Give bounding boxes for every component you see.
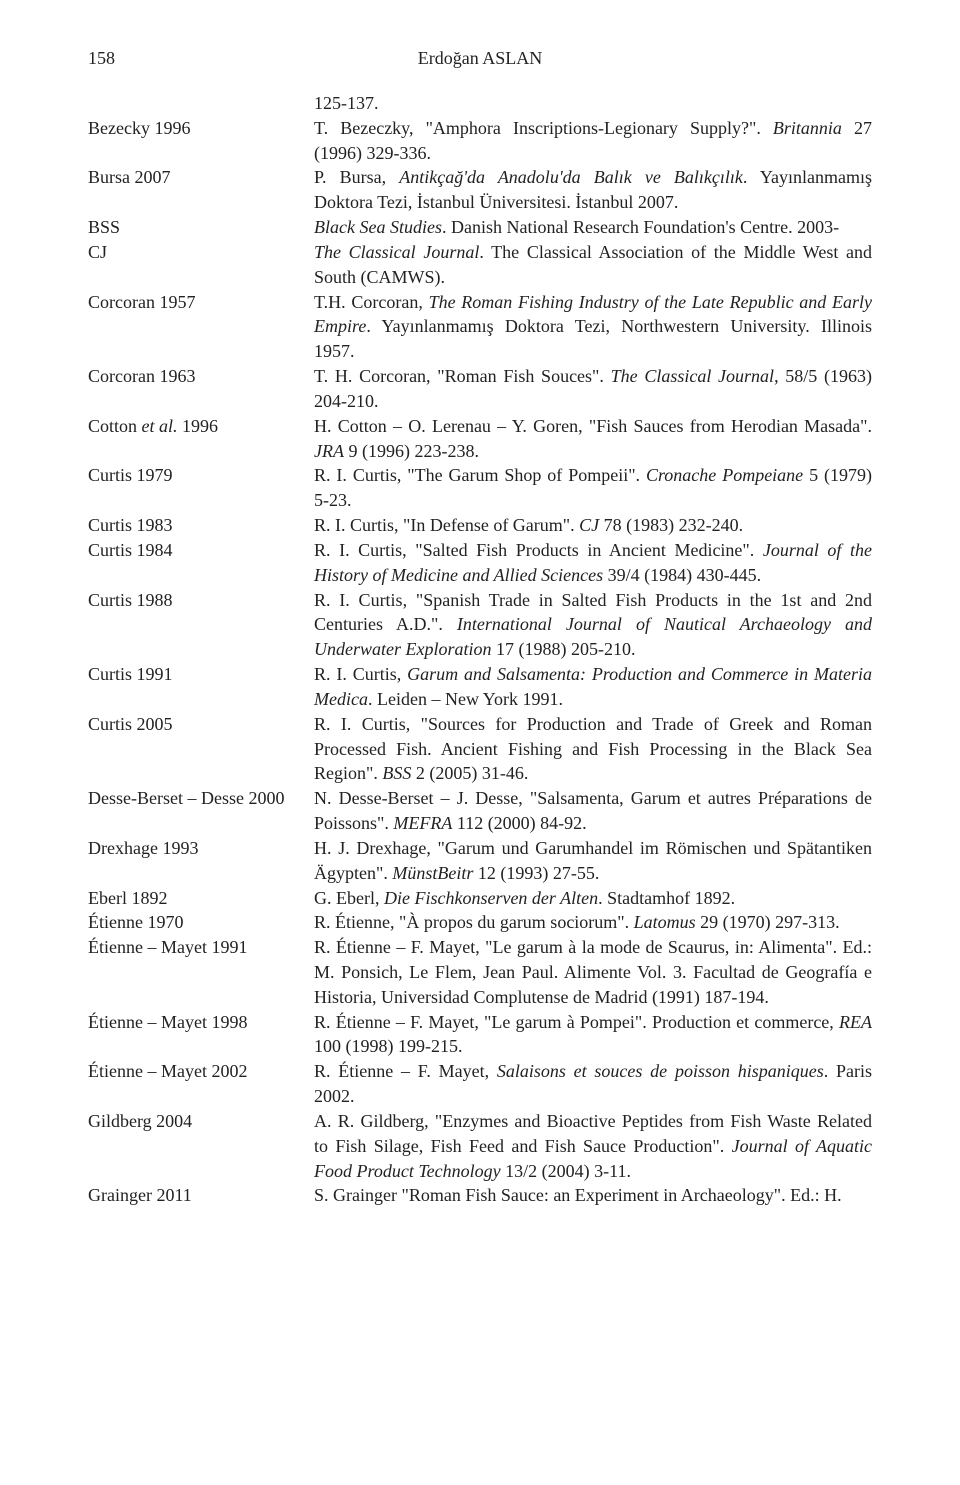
entry-key: Drexhage 1993 [88,836,314,861]
entry-desc: R. I. Curtis, "Salted Fish Products in A… [314,538,872,588]
entry-key: BSS [88,215,314,240]
bibliography-block: 125-137. Bezecky 1996T. Bezeczky, "Ampho… [88,91,872,1208]
entry-key: Corcoran 1963 [88,364,314,389]
entry-desc: 125-137. [314,91,872,116]
bibliography-entry: Cotton et al. 1996H. Cotton – O. Lerenau… [88,414,872,464]
page-number: 158 [88,48,115,69]
entry-key: Étienne – Mayet 2002 [88,1059,314,1084]
entry-desc: N. Desse-Berset – J. Desse, "Salsamenta,… [314,786,872,836]
entry-desc: R. Étienne – F. Mayet, "Le garum à Pompe… [314,1010,872,1060]
entry-desc: H. Cotton – O. Lerenau – Y. Goren, "Fish… [314,414,872,464]
bibliography-entry: Drexhage 1993H. J. Drexhage, "Garum und … [88,836,872,886]
entry-desc: T. H. Corcoran, "Roman Fish Souces". The… [314,364,872,414]
entry-desc: R. I. Curtis, "In Defense of Garum". CJ … [314,513,872,538]
bibliography-entry: Curtis 1979R. I. Curtis, "The Garum Shop… [88,463,872,513]
running-head-author: Erdoğan ASLAN [115,48,845,69]
entry-desc: R. Étienne – F. Mayet, Salaisons et souc… [314,1059,872,1109]
bibliography-entry: Corcoran 1963T. H. Corcoran, "Roman Fish… [88,364,872,414]
bibliography-entry: Curtis 2005R. I. Curtis, "Sources for Pr… [88,712,872,786]
bibliography-entry: BSSBlack Sea Studies. Danish National Re… [88,215,872,240]
entry-desc: R. I. Curtis, Garum and Salsamenta: Prod… [314,662,872,712]
entry-key: Curtis 1991 [88,662,314,687]
bibliography-entry: Gildberg 2004A. R. Gildberg, "Enzymes an… [88,1109,872,1183]
bibliography-lead-fragment: 125-137. [88,91,872,116]
entry-key: Étienne – Mayet 1998 [88,1010,314,1035]
bibliography-entry: Bezecky 1996T. Bezeczky, "Amphora Inscri… [88,116,872,166]
bibliography-entry: Curtis 1988R. I. Curtis, "Spanish Trade … [88,588,872,662]
entry-desc: Black Sea Studies. Danish National Resea… [314,215,872,240]
bibliography-entry: Curtis 1984R. I. Curtis, "Salted Fish Pr… [88,538,872,588]
entry-key: Curtis 1988 [88,588,314,613]
bibliography-entry: Bursa 2007P. Bursa, Antikçağ'da Anadolu'… [88,165,872,215]
entry-desc: H. J. Drexhage, "Garum und Garumhandel i… [314,836,872,886]
entry-desc: T. Bezeczky, "Amphora Inscriptions-Legio… [314,116,872,166]
entry-desc: S. Grainger "Roman Fish Sauce: an Experi… [314,1183,872,1208]
entry-desc: R. Étienne – F. Mayet, "Le garum à la mo… [314,935,872,1009]
entry-desc: The Classical Journal. The Classical Ass… [314,240,872,290]
bibliography-entry: Étienne – Mayet 1991R. Étienne – F. Maye… [88,935,872,1009]
bibliography-entry: Desse-Berset – Desse 2000N. Desse-Berset… [88,786,872,836]
entry-key: Curtis 1979 [88,463,314,488]
entry-key: CJ [88,240,314,265]
entry-key: Bursa 2007 [88,165,314,190]
bibliography-entry: Étienne – Mayet 2002R. Étienne – F. Maye… [88,1059,872,1109]
entry-desc: T.H. Corcoran, The Roman Fishing Industr… [314,290,872,364]
entry-desc: R. Étienne, "À propos du garum sociorum"… [314,910,872,935]
entry-key: Cotton et al. 1996 [88,414,314,439]
entry-desc: A. R. Gildberg, "Enzymes and Bioactive P… [314,1109,872,1183]
entry-desc: R. I. Curtis, "The Garum Shop of Pompeii… [314,463,872,513]
entry-key: Gildberg 2004 [88,1109,314,1134]
entry-key: Grainger 2011 [88,1183,314,1208]
entry-key: Étienne 1970 [88,910,314,935]
entry-key: Corcoran 1957 [88,290,314,315]
entry-key: Bezecky 1996 [88,116,314,141]
bibliography-entry: Étienne 1970R. Étienne, "À propos du gar… [88,910,872,935]
bibliography-entry: Étienne – Mayet 1998R. Étienne – F. Maye… [88,1010,872,1060]
entry-desc: R. I. Curtis, "Spanish Trade in Salted F… [314,588,872,662]
entry-key: Étienne – Mayet 1991 [88,935,314,960]
entry-key: Desse-Berset – Desse 2000 [88,786,314,811]
entry-key: Curtis 1984 [88,538,314,563]
page: 158 Erdoğan ASLAN 158 125-137. Bezecky 1… [0,0,960,1264]
bibliography-entry: Curtis 1983R. I. Curtis, "In Defense of … [88,513,872,538]
entry-desc: G. Eberl, Die Fischkonserven der Alten. … [314,886,872,911]
entry-desc: P. Bursa, Antikçağ'da Anadolu'da Balık v… [314,165,872,215]
bibliography-entry: Corcoran 1957T.H. Corcoran, The Roman Fi… [88,290,872,364]
bibliography-entry: CJThe Classical Journal. The Classical A… [88,240,872,290]
entry-key: Curtis 2005 [88,712,314,737]
running-head: 158 Erdoğan ASLAN 158 [88,48,872,69]
entry-key: Curtis 1983 [88,513,314,538]
entry-desc: R. I. Curtis, "Sources for Production an… [314,712,872,786]
entry-key: Eberl 1892 [88,886,314,911]
bibliography-entry: Curtis 1991R. I. Curtis, Garum and Salsa… [88,662,872,712]
bibliography-entry: Eberl 1892G. Eberl, Die Fischkonserven d… [88,886,872,911]
bibliography-entry: Grainger 2011S. Grainger "Roman Fish Sau… [88,1183,872,1208]
